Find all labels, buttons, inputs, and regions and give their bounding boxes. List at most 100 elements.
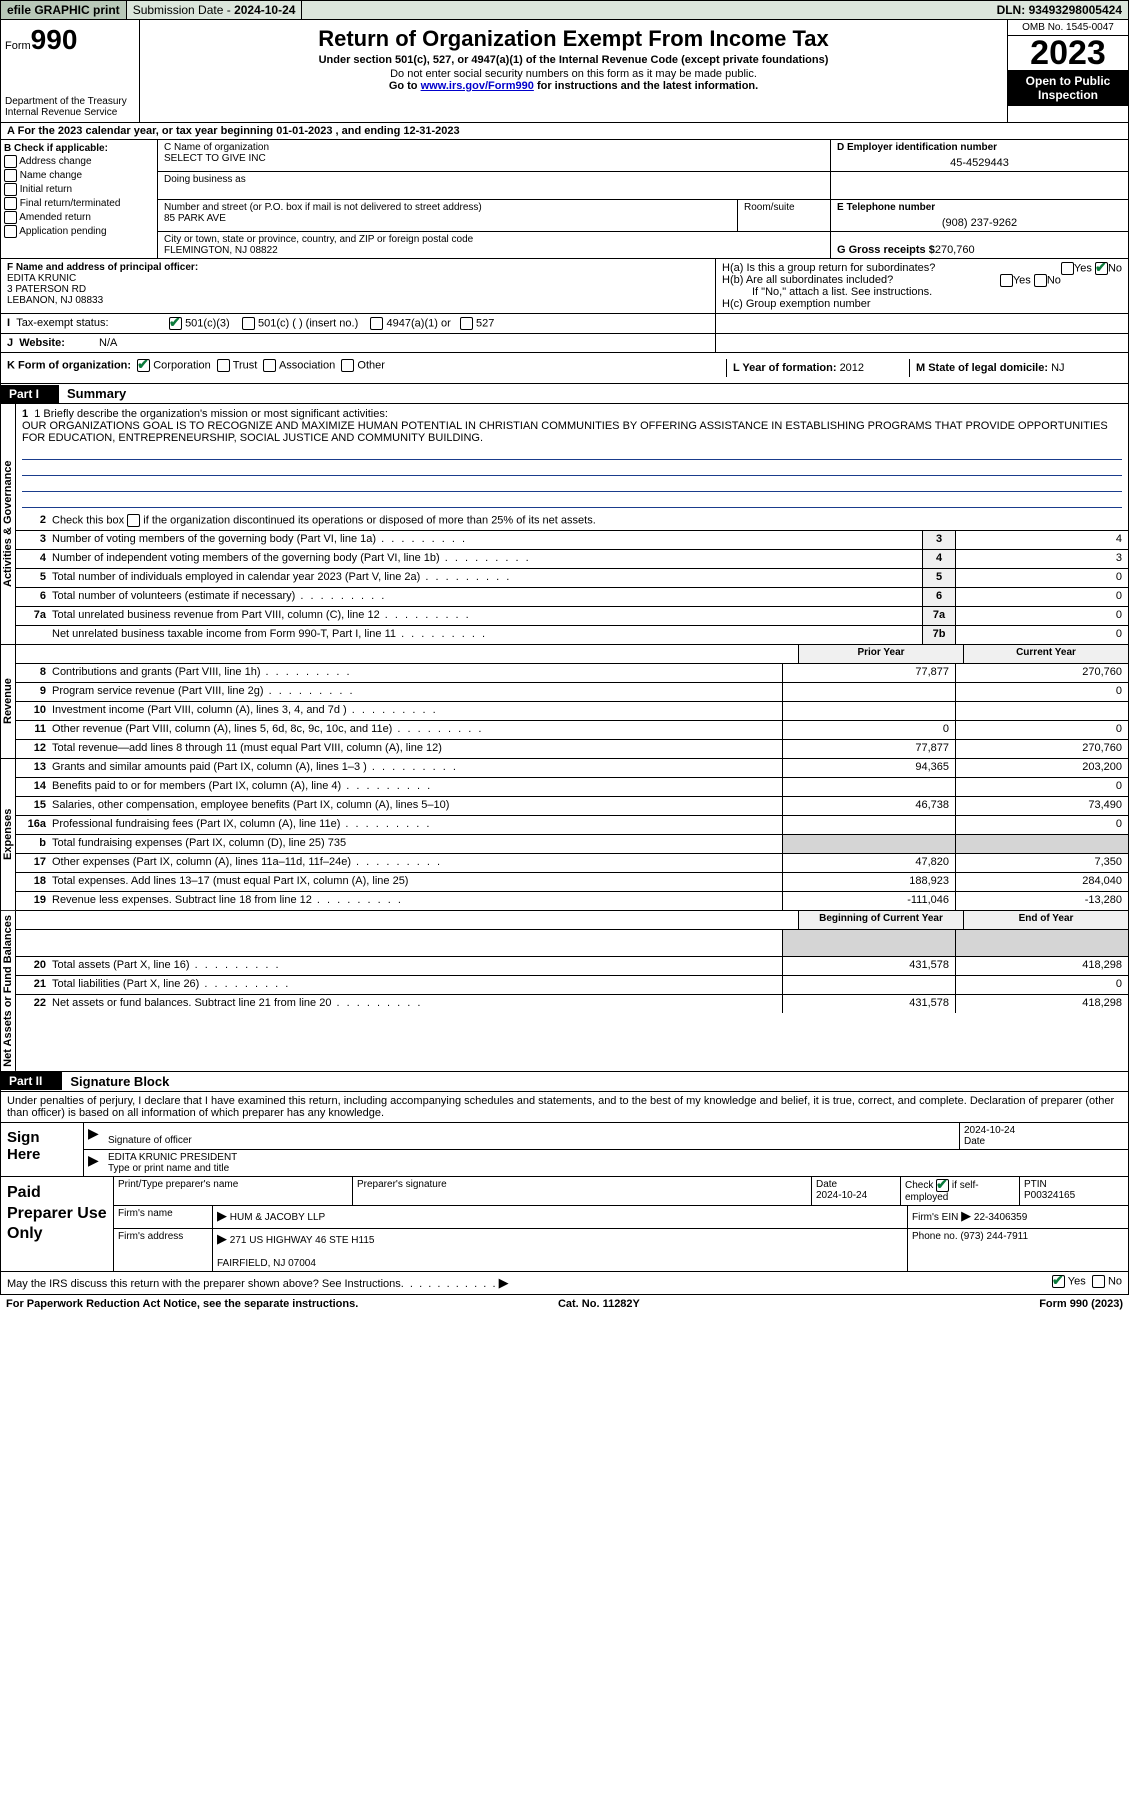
firm-phone-lbl: Phone no. bbox=[912, 1231, 958, 1242]
chk-trust[interactable] bbox=[217, 359, 230, 372]
chk-527[interactable] bbox=[460, 317, 473, 330]
val-19p: -111,046 bbox=[782, 892, 955, 910]
line-20: Total assets (Part X, line 16) bbox=[50, 957, 782, 975]
line-4: Number of independent voting members of … bbox=[50, 550, 922, 568]
chk-app-pending[interactable] bbox=[4, 225, 17, 238]
line-12: Total revenue—add lines 8 through 11 (mu… bbox=[50, 740, 782, 758]
row-j-website: J Website: N/A bbox=[0, 334, 1129, 353]
chk-assoc[interactable] bbox=[263, 359, 276, 372]
chk-discuss-no[interactable] bbox=[1092, 1275, 1105, 1288]
chk-final-return[interactable] bbox=[4, 197, 17, 210]
submission-date: Submission Date - 2024-10-24 bbox=[127, 1, 303, 19]
chk-ha-no[interactable] bbox=[1095, 262, 1108, 275]
val-14p bbox=[782, 778, 955, 796]
vtab-governance: Activities & Governance bbox=[1, 404, 16, 644]
line-15: Salaries, other compensation, employee b… bbox=[50, 797, 782, 815]
footer-form: Form 990 (2023) bbox=[1039, 1298, 1123, 1310]
line-21: Total liabilities (Part X, line 26) bbox=[50, 976, 782, 994]
val-16ap bbox=[782, 816, 955, 834]
vtab-expenses: Expenses bbox=[1, 759, 16, 910]
section-bcde: B Check if applicable: Address change Na… bbox=[0, 140, 1129, 259]
sig-date: 2024-10-24 bbox=[964, 1125, 1124, 1136]
chk-ha-yes[interactable] bbox=[1061, 262, 1074, 275]
val-18c: 284,040 bbox=[955, 873, 1128, 891]
chk-amended[interactable] bbox=[4, 211, 17, 224]
section-fh: F Name and address of principal officer:… bbox=[0, 259, 1129, 314]
chk-name-change[interactable] bbox=[4, 169, 17, 182]
val-5: 0 bbox=[955, 569, 1128, 587]
line-17: Other expenses (Part IX, column (A), lin… bbox=[50, 854, 782, 872]
chk-501c[interactable] bbox=[242, 317, 255, 330]
val-13p: 94,365 bbox=[782, 759, 955, 777]
city-lbl: City or town, state or province, country… bbox=[164, 234, 824, 245]
form-number: Form990 bbox=[5, 24, 135, 56]
chk-line2[interactable] bbox=[127, 514, 140, 527]
officer-lbl: F Name and address of principal officer: bbox=[7, 262, 198, 273]
firm-name: HUM & JACOBY LLP bbox=[230, 1212, 325, 1223]
val-17c: 7,350 bbox=[955, 854, 1128, 872]
val-19c: -13,280 bbox=[955, 892, 1128, 910]
val-11p: 0 bbox=[782, 721, 955, 739]
val-21c: 0 bbox=[955, 976, 1128, 994]
val-21p bbox=[782, 976, 955, 994]
chk-501c3[interactable] bbox=[169, 317, 182, 330]
city-val: FLEMINGTON, NJ 08822 bbox=[164, 245, 824, 256]
val-10p bbox=[782, 702, 955, 720]
line-14: Benefits paid to or for members (Part IX… bbox=[50, 778, 782, 796]
addr-val: 85 PARK AVE bbox=[164, 213, 731, 224]
dba-lbl: Doing business as bbox=[164, 174, 824, 185]
form-header: Form990 Department of the Treasury Inter… bbox=[0, 20, 1129, 123]
firm-addr1: 271 US HIGHWAY 46 STE H115 bbox=[230, 1235, 375, 1246]
line-22: Net assets or fund balances. Subtract li… bbox=[50, 995, 782, 1013]
org-name: SELECT TO GIVE INC bbox=[164, 153, 824, 164]
line-5: Total number of individuals employed in … bbox=[50, 569, 922, 587]
mission-text: OUR ORGANIZATIONS GOAL IS TO RECOGNIZE A… bbox=[22, 420, 1122, 444]
chk-corp[interactable] bbox=[137, 359, 150, 372]
chk-4947[interactable] bbox=[370, 317, 383, 330]
val-22c: 418,298 bbox=[955, 995, 1128, 1013]
chk-self-employed[interactable] bbox=[936, 1179, 949, 1192]
val-9c: 0 bbox=[955, 683, 1128, 701]
gov-section: Activities & Governance 1 1 Briefly desc… bbox=[0, 404, 1129, 645]
chk-other[interactable] bbox=[341, 359, 354, 372]
line-6: Total number of volunteers (estimate if … bbox=[50, 588, 922, 606]
org-name-lbl: C Name of organization bbox=[164, 142, 824, 153]
hdr-begin-year: Beginning of Current Year bbox=[798, 911, 963, 929]
firm-name-lbl: Firm's name bbox=[114, 1206, 213, 1228]
state-domicile: M State of legal domicile: NJ bbox=[909, 359, 1122, 377]
irs-label: Internal Revenue Service bbox=[5, 107, 135, 118]
efile-btn[interactable]: efile GRAPHIC print bbox=[1, 1, 127, 19]
vtab-net-assets: Net Assets or Fund Balances bbox=[1, 911, 16, 1071]
part2-header: Part II Signature Block bbox=[0, 1072, 1129, 1092]
firm-phone: (973) 244-7911 bbox=[960, 1231, 1028, 1242]
year-formation: L Year of formation: 2012 bbox=[726, 359, 909, 377]
subtitle-1: Under section 501(c), 527, or 4947(a)(1)… bbox=[146, 54, 1001, 66]
open-inspection: Open to Public Inspection bbox=[1008, 70, 1128, 106]
val-4: 3 bbox=[955, 550, 1128, 568]
page-footer: For Paperwork Reduction Act Notice, see … bbox=[0, 1295, 1129, 1313]
arrow-icon: ▶ bbox=[84, 1150, 104, 1176]
val-15c: 73,490 bbox=[955, 797, 1128, 815]
sign-here-lbl: Sign Here bbox=[1, 1123, 84, 1176]
chk-hb-yes[interactable] bbox=[1000, 274, 1013, 287]
val-14c: 0 bbox=[955, 778, 1128, 796]
gross-lbl: G Gross receipts $ bbox=[837, 244, 935, 256]
prep-date: 2024-10-24 bbox=[816, 1190, 867, 1201]
val-22p: 431,578 bbox=[782, 995, 955, 1013]
chk-discuss-yes[interactable] bbox=[1052, 1275, 1065, 1288]
line-8: Contributions and grants (Part VIII, lin… bbox=[50, 664, 782, 682]
irs-link[interactable]: www.irs.gov/Form990 bbox=[421, 80, 534, 92]
chk-hb-no[interactable] bbox=[1034, 274, 1047, 287]
val-12p: 77,877 bbox=[782, 740, 955, 758]
topbar: efile GRAPHIC print Submission Date - 20… bbox=[0, 0, 1129, 20]
val-16bp bbox=[782, 835, 955, 853]
row-i-tax-status: I Tax-exempt status: 501(c)(3) 501(c) ( … bbox=[0, 314, 1129, 334]
officer-printed-name: EDITA KRUNIC PRESIDENT bbox=[108, 1152, 1124, 1163]
val-20c: 418,298 bbox=[955, 957, 1128, 975]
chk-initial-return[interactable] bbox=[4, 183, 17, 196]
chk-address-change[interactable] bbox=[4, 155, 17, 168]
gross-val: 270,760 bbox=[935, 244, 975, 256]
prep-date-lbl: Date bbox=[816, 1179, 837, 1190]
addr-lbl: Number and street (or P.O. box if mail i… bbox=[164, 202, 731, 213]
hdr-end-year: End of Year bbox=[963, 911, 1128, 929]
